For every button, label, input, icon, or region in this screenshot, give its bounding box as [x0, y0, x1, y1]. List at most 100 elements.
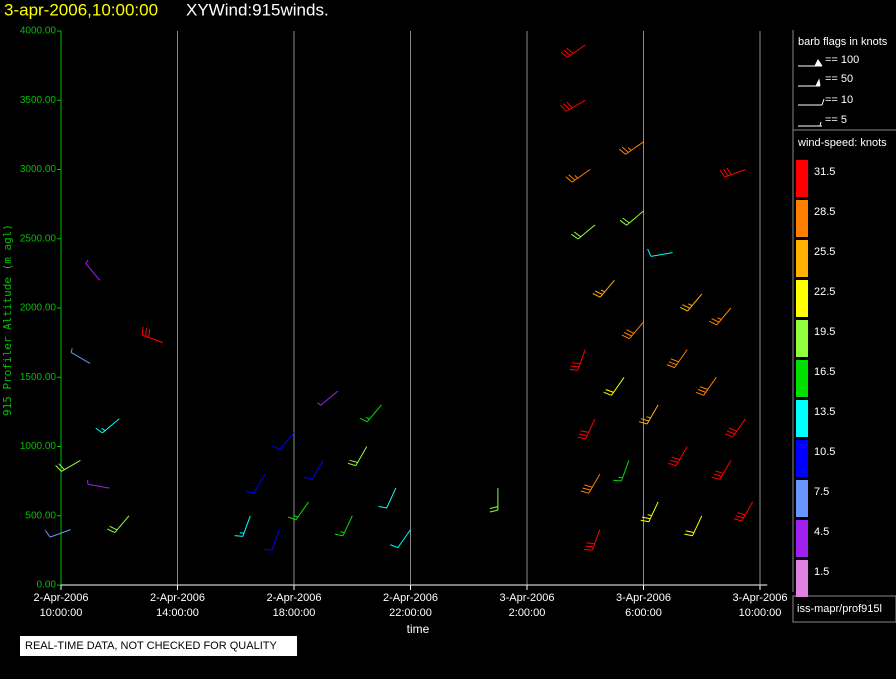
wind-barb — [571, 224, 596, 240]
colorbar-swatch — [796, 520, 808, 557]
colorbar-label: 7.5 — [814, 486, 829, 498]
flag-legend-entry: == 50 — [825, 73, 853, 85]
y-tick-label: 3500.00 — [20, 95, 57, 106]
x-tick-label: 2-Apr-2006 — [383, 592, 438, 604]
flag-legend-entry: == 10 — [825, 94, 853, 106]
x-tick-label: 3-Apr-2006 — [616, 592, 671, 604]
colorbar-label: 25.5 — [814, 246, 835, 258]
wind-barb — [272, 432, 295, 450]
wind-barb — [560, 99, 586, 112]
y-tick-label: 2000.00 — [20, 303, 57, 314]
wind-barb — [666, 349, 688, 369]
colorbar-swatch — [796, 280, 808, 317]
wind-barb — [85, 259, 101, 281]
wind-barb — [347, 446, 368, 467]
wind-barb — [584, 529, 601, 551]
x-tick-label: 3-Apr-2006 — [499, 592, 554, 604]
y-tick-label: 1500.00 — [20, 372, 57, 383]
y-tick-label: 4000.00 — [20, 26, 57, 37]
colorbar-swatch — [796, 320, 808, 357]
wind-barb — [647, 248, 673, 257]
wind-barb — [621, 321, 644, 340]
colorbar-label: 4.5 — [814, 526, 829, 538]
wind-barb — [234, 515, 251, 537]
title-time: 3-apr-2006,10:00:00 — [4, 0, 158, 19]
colorbar-swatch — [796, 200, 808, 237]
colorbar-label: 28.5 — [814, 206, 835, 218]
wind-barb — [679, 293, 703, 312]
colorbar-swatch — [796, 360, 808, 397]
y-tick-label: 1000.00 — [20, 441, 57, 452]
source: iss-mapr/prof915l — [797, 603, 882, 615]
wind-barb — [44, 529, 71, 538]
colorbar-label: 31.5 — [814, 166, 835, 178]
colorbar-swatch — [796, 160, 808, 197]
flag-sample-10 — [798, 98, 825, 106]
colorbar-swatch — [796, 440, 808, 477]
y-tick-label: 0.00 — [37, 580, 57, 591]
colorbar-label: 16.5 — [814, 366, 835, 378]
wind-barb — [668, 446, 688, 467]
wind-barb — [263, 529, 280, 551]
wind-barb — [619, 210, 644, 226]
wind-barb — [613, 460, 630, 482]
wind-barb — [359, 404, 382, 423]
chart-title: XYWind:915winds. — [186, 0, 329, 19]
wind-barb — [560, 44, 586, 58]
wind-barb — [719, 167, 746, 178]
wind-barb — [107, 515, 130, 534]
x-tick-label: 3-Apr-2006 — [732, 592, 787, 604]
source-box — [792, 595, 896, 623]
colorbar-swatch — [796, 400, 808, 437]
x-tick-label: 2:00:00 — [509, 607, 546, 619]
wind-barb — [603, 377, 625, 396]
colorbar-label: 22.5 — [814, 286, 835, 298]
wind-barb — [390, 529, 411, 549]
y-tick-label: 500.00 — [25, 510, 56, 521]
y-tick-label: 3000.00 — [20, 164, 57, 175]
x-axis-label: time — [407, 622, 430, 636]
x-tick-label: 2-Apr-2006 — [33, 592, 88, 604]
colorbar-swatch — [796, 560, 808, 597]
wind-barb — [565, 169, 591, 183]
x-tick-label: 10:00:00 — [40, 607, 83, 619]
wind-barb — [724, 418, 746, 438]
x-tick-label: 6:00:00 — [625, 607, 662, 619]
colorbar-label: 19.5 — [814, 326, 835, 338]
x-tick-label: 22:00:00 — [389, 607, 432, 619]
x-tick-label: 14:00:00 — [156, 607, 199, 619]
note: REAL-TIME DATA, NOT CHECKED FOR QUALITY — [25, 640, 277, 652]
flag-samples — [798, 59, 825, 127]
flag-sample-100 — [798, 59, 823, 67]
x-tick-label: 2-Apr-2006 — [150, 592, 205, 604]
wind-barb — [55, 459, 81, 472]
wind-barb — [245, 473, 266, 494]
wind-barb — [70, 348, 91, 364]
wind-barb — [317, 390, 339, 406]
flag-sample-50 — [798, 78, 821, 87]
colorbar-swatch — [796, 480, 808, 517]
wind-barb — [711, 460, 732, 480]
wind-barb — [95, 418, 120, 434]
wind-barb — [489, 488, 499, 513]
wind-barb — [378, 487, 397, 509]
wind-barb — [304, 460, 324, 480]
wind-barb — [709, 307, 732, 326]
wind-barb — [638, 404, 659, 425]
colorbar-label: 10.5 — [814, 446, 835, 458]
colorbar-label: 1.5 — [814, 566, 829, 578]
x-tick-label: 18:00:00 — [273, 607, 316, 619]
wind-barb — [640, 501, 659, 523]
wind-barb — [569, 349, 586, 371]
wind-barb — [87, 480, 110, 489]
flag-sample-5 — [798, 121, 822, 127]
x-tick-label: 2-Apr-2006 — [266, 592, 321, 604]
wind-barb — [684, 515, 703, 537]
wind-barb — [733, 501, 754, 522]
flag-legend-entry: == 100 — [825, 54, 859, 66]
flag-legend-entry: == 5 — [825, 114, 847, 126]
wind-barb — [288, 501, 310, 521]
wind-barb — [577, 418, 596, 440]
wind-barb — [334, 515, 353, 537]
